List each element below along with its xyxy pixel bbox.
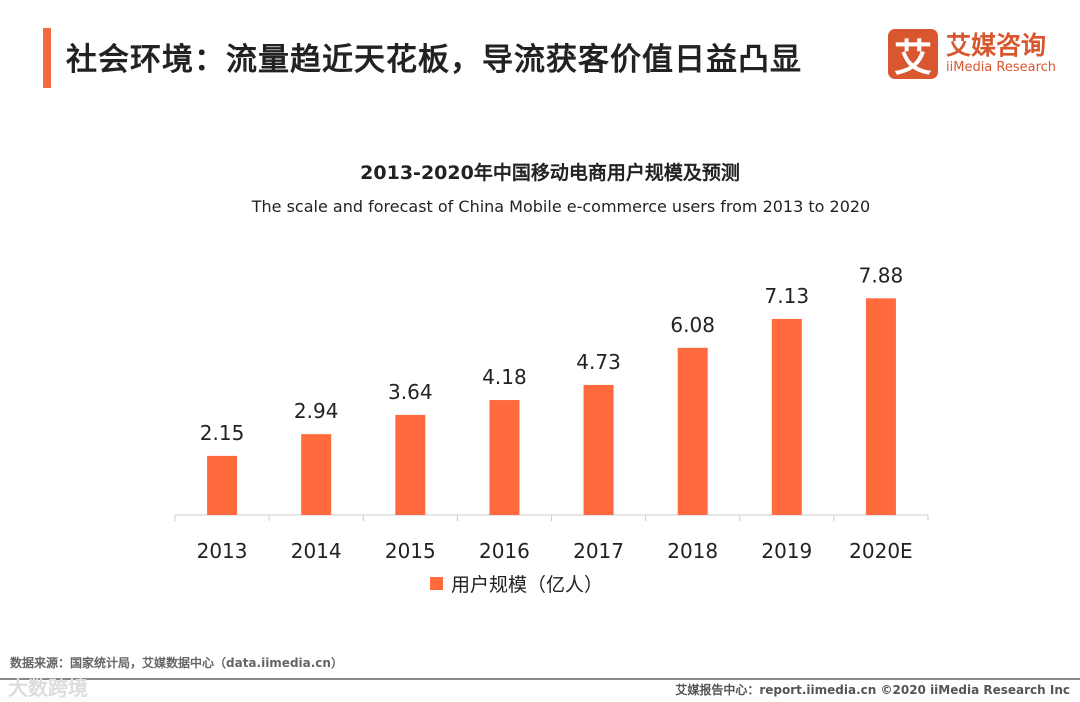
bar bbox=[771, 318, 802, 515]
watermark: 大数跨境 bbox=[8, 676, 88, 700]
title-accent-bar bbox=[43, 28, 51, 88]
logo-mark: 艾 bbox=[888, 29, 938, 80]
x-tick-label: 2014 bbox=[291, 539, 342, 563]
chart-subtitle: The scale and forecast of China Mobile e… bbox=[251, 197, 871, 216]
logo-en: iiMedia Research bbox=[946, 60, 1057, 75]
bar bbox=[677, 347, 708, 515]
data-label: 7.13 bbox=[765, 284, 810, 308]
page-title: 社会环境：流量趋近天花板，导流获客价值日益凸显 bbox=[66, 42, 802, 78]
bar bbox=[489, 400, 520, 515]
bar bbox=[395, 414, 426, 515]
bar bbox=[301, 434, 332, 515]
x-tick-label: 2015 bbox=[385, 539, 436, 563]
bar bbox=[865, 298, 896, 515]
x-tick-label: 2016 bbox=[479, 539, 530, 563]
x-tick-label: 2013 bbox=[197, 539, 248, 563]
legend-label: 用户规模（亿人） bbox=[451, 574, 604, 596]
data-label: 2.94 bbox=[294, 399, 339, 423]
data-label: 4.73 bbox=[576, 350, 621, 374]
data-source: 数据来源：国家统计局，艾媒数据中心（data.iimedia.cn） bbox=[10, 656, 343, 670]
footer-report: 艾媒报告中心：report.iimedia.cn ©2020 iiMedia R… bbox=[675, 683, 1070, 697]
data-label: 3.64 bbox=[388, 380, 433, 404]
x-tick-label: 2017 bbox=[573, 539, 624, 563]
x-tick-label: 2018 bbox=[667, 539, 718, 563]
x-tick-label: 2020E bbox=[849, 539, 913, 563]
logo-cn: 艾媒咨询 bbox=[946, 31, 1047, 60]
bar bbox=[583, 384, 614, 515]
bar bbox=[207, 455, 238, 515]
data-label: 7.88 bbox=[859, 263, 904, 287]
x-tick-label: 2019 bbox=[761, 539, 812, 563]
legend: 用户规模（亿人） bbox=[430, 570, 603, 597]
data-label: 6.08 bbox=[670, 313, 715, 337]
data-label: 4.18 bbox=[482, 365, 527, 389]
footer-divider bbox=[0, 678, 1080, 680]
data-label: 2.15 bbox=[200, 421, 245, 445]
iimedia-logo: 艾 艾媒咨询 iiMedia Research bbox=[888, 29, 1057, 80]
chart-title: 2013-2020年中国移动电商用户规模及预测 bbox=[360, 162, 740, 184]
legend-swatch bbox=[430, 577, 443, 590]
